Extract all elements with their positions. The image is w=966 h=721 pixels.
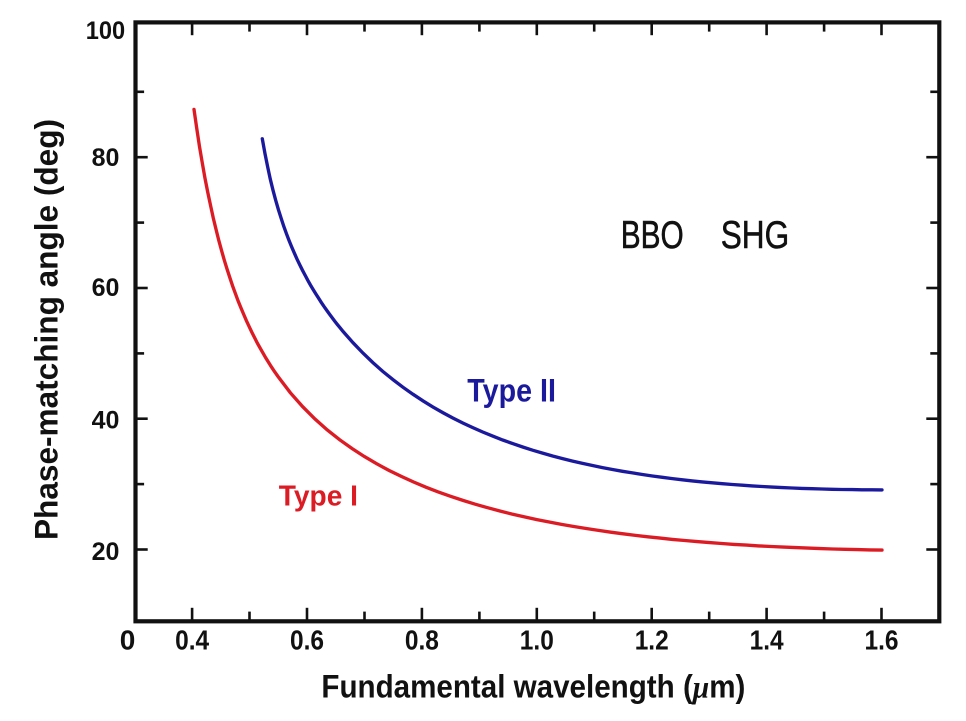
svg-text:80: 80 — [92, 144, 120, 172]
svg-text:1.0: 1.0 — [520, 625, 554, 656]
svg-text:Type II: Type II — [467, 372, 556, 408]
svg-text:1.4: 1.4 — [750, 625, 784, 656]
svg-text:40: 40 — [92, 407, 120, 435]
svg-text:SHG: SHG — [721, 214, 790, 257]
svg-text:60: 60 — [92, 274, 120, 302]
svg-text:0.8: 0.8 — [405, 625, 439, 656]
svg-text:1.6: 1.6 — [865, 625, 899, 656]
svg-text:Phase-matching angle (deg): Phase-matching angle (deg) — [29, 119, 65, 540]
svg-text:0.6: 0.6 — [290, 625, 324, 656]
svg-text:BBO: BBO — [621, 214, 684, 257]
svg-text:Fundamental wavelength (μm): Fundamental wavelength (μm) — [321, 669, 745, 705]
svg-text:Type I: Type I — [279, 481, 358, 513]
svg-text:1.2: 1.2 — [635, 625, 669, 656]
svg-text:0.4: 0.4 — [175, 625, 209, 656]
svg-text:0: 0 — [120, 625, 136, 656]
svg-text:100: 100 — [86, 17, 125, 45]
svg-text:20: 20 — [92, 538, 120, 566]
